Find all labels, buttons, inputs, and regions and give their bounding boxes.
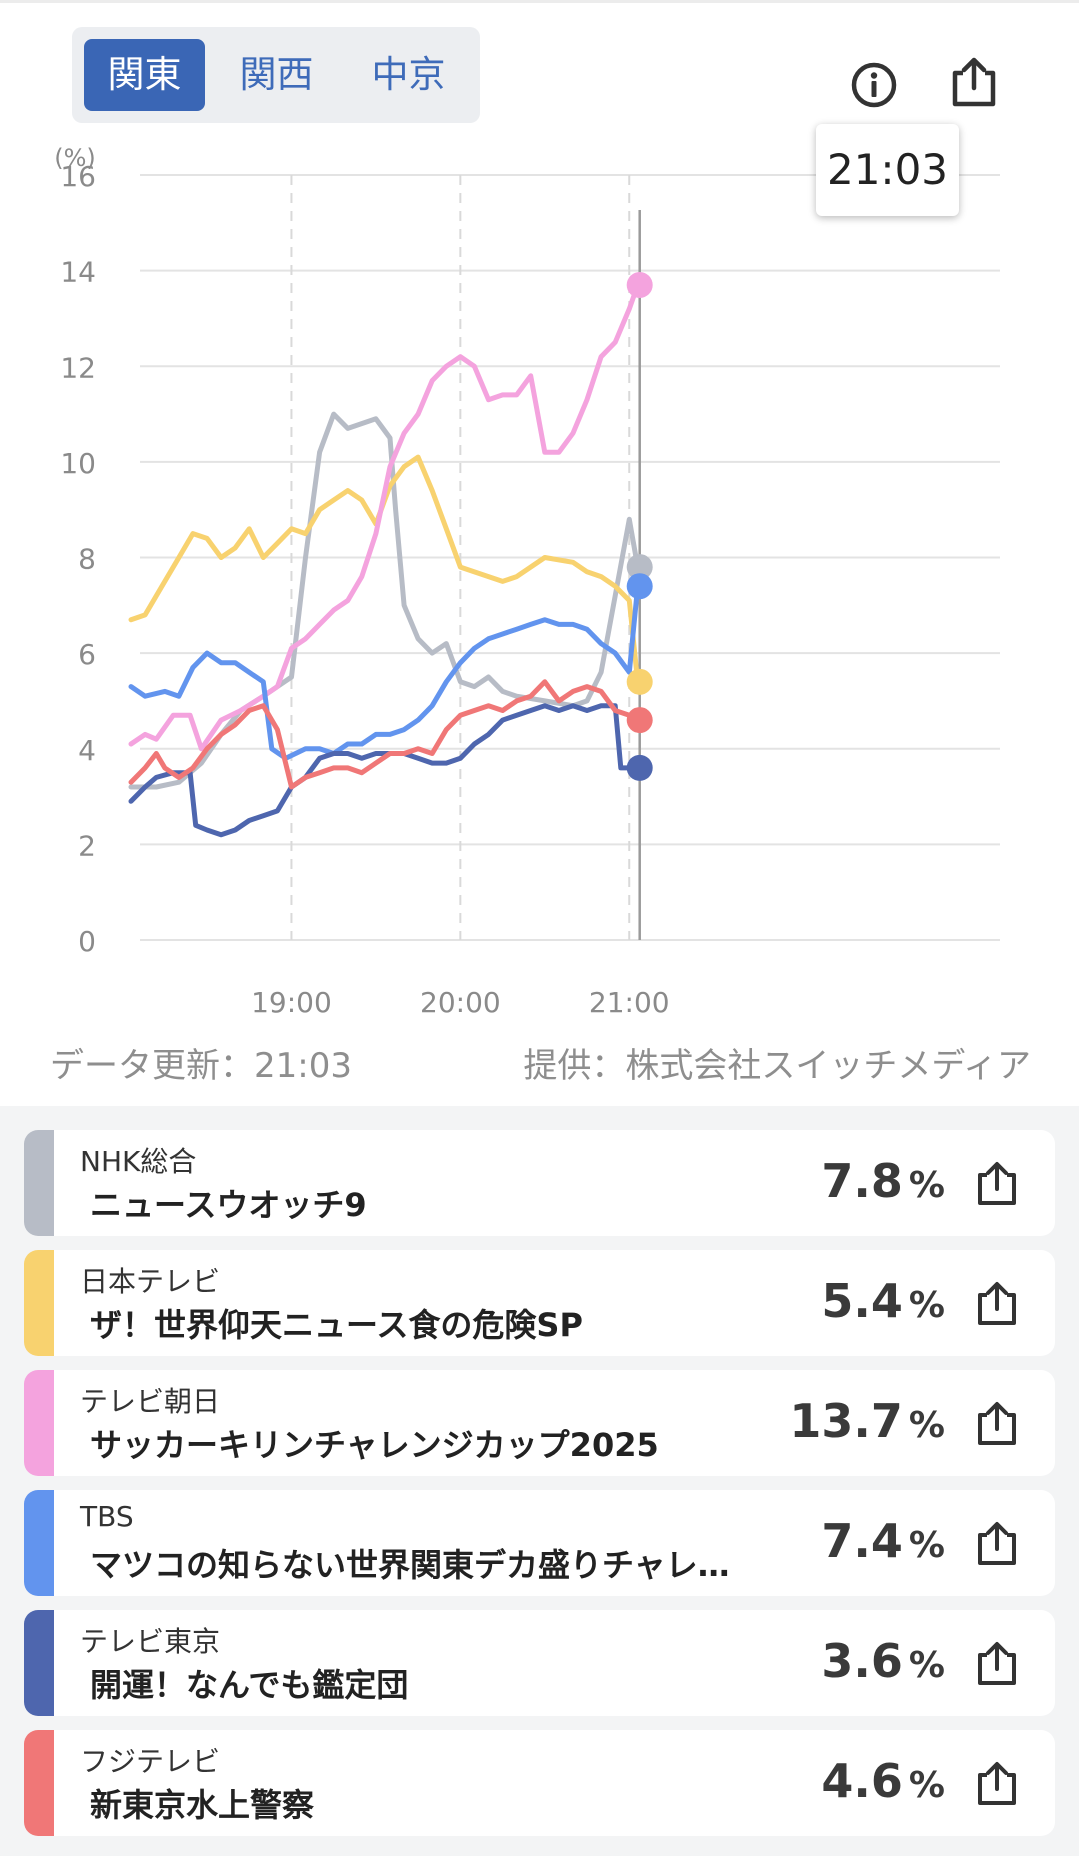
channel-name: TBS: [80, 1500, 134, 1533]
rating-value: 3.6%: [821, 1634, 945, 1688]
y-tick-label: 8: [78, 543, 96, 576]
series-endpoint-dot: [626, 668, 653, 695]
tab-chukyo[interactable]: 中京: [371, 53, 446, 96]
program-title: マツコの知らない世界関東デカ盛りチャレ…: [90, 1546, 730, 1584]
program-title: ザ！世界仰天ニュース食の危険SP: [90, 1306, 583, 1344]
data-update-time: データ更新：21:03: [50, 1046, 352, 1086]
series-line: [128, 679, 641, 790]
share-icon[interactable]: [947, 56, 1001, 110]
rating-unit: %: [908, 1285, 945, 1326]
top-divider: [0, 0, 1079, 3]
y-tick-label: 2: [78, 829, 96, 862]
y-axis-unit: (%): [54, 144, 96, 172]
series-endpoint-dot: [626, 754, 653, 781]
share-icon[interactable]: [973, 1760, 1021, 1808]
rating-unit: %: [908, 1165, 945, 1206]
program-title: ニュースウオッチ9: [90, 1186, 367, 1224]
program-title: サッカーキリンチャレンジカップ2025: [90, 1426, 659, 1464]
time-tooltip: 21:03: [816, 124, 959, 216]
info-icon[interactable]: [850, 61, 898, 109]
rating-number: 13.7: [789, 1394, 903, 1448]
series-endpoint-dot: [626, 554, 653, 581]
program-card[interactable]: TBS マツコの知らない世界関東デカ盛りチャレ… 7.4%: [24, 1490, 1055, 1596]
channel-color-bar: [24, 1730, 54, 1836]
program-card[interactable]: NHK総合ニュースウオッチ9 7.8%: [24, 1130, 1055, 1236]
program-card[interactable]: 日本テレビザ！世界仰天ニュース食の危険SP 5.4%: [24, 1250, 1055, 1356]
rating-number: 3.6: [821, 1634, 903, 1688]
program-list: NHK総合ニュースウオッチ9 7.8% 日本テレビザ！世界仰天ニュース食の危険SP 5…: [0, 1106, 1079, 1856]
share-icon[interactable]: [973, 1280, 1021, 1328]
rating-number: 7.8: [821, 1154, 903, 1208]
share-icon[interactable]: [973, 1640, 1021, 1688]
y-tick-label: 14: [60, 256, 96, 289]
channel-name: テレビ朝日: [80, 1385, 221, 1418]
x-tick-label: 20:00: [420, 986, 501, 1019]
y-tick-label: 12: [60, 351, 96, 384]
rating-value: 5.4%: [821, 1274, 945, 1328]
series-line: [128, 583, 641, 761]
rating-number: 7.4: [821, 1514, 903, 1568]
share-icon[interactable]: [973, 1520, 1021, 1568]
series-endpoint-dot: [626, 573, 653, 600]
program-card[interactable]: テレビ東京開運！なんでも鑑定団 3.6%: [24, 1610, 1055, 1716]
rating-number: 4.6: [821, 1754, 903, 1808]
rating-unit: %: [908, 1405, 945, 1446]
series-line: [128, 703, 641, 838]
rating-value: 7.8%: [821, 1154, 945, 1208]
data-provider: 提供：株式会社スイッチメディア: [523, 1046, 1031, 1086]
program-card[interactable]: フジテレビ新東京水上警察 4.6%: [24, 1730, 1055, 1836]
y-tick-label: 4: [78, 734, 96, 767]
rating-unit: %: [908, 1645, 945, 1686]
series-line: [128, 454, 641, 685]
y-tick-label: 0: [78, 925, 96, 958]
y-tick-label: 6: [78, 638, 96, 671]
rating-unit: %: [908, 1765, 945, 1806]
program-card[interactable]: テレビ朝日サッカーキリンチャレンジカップ2025 13.7%: [24, 1370, 1055, 1476]
series-line: [128, 411, 641, 790]
rating-value: 13.7%: [789, 1394, 945, 1448]
share-icon[interactable]: [973, 1400, 1021, 1448]
share-icon[interactable]: [973, 1160, 1021, 1208]
series-endpoint-dot: [626, 271, 653, 298]
rating-value: 7.4%: [821, 1514, 945, 1568]
y-tick-label: 10: [60, 447, 96, 480]
ratings-line-chart: 0 2 4 6 8 10 12 14 16(%) 19:00 20:00 21:00: [54, 144, 1000, 1019]
region-tabs: 関東 関西 中京: [72, 27, 480, 123]
series-endpoint-dot: [626, 707, 653, 734]
rating-value: 4.6%: [821, 1754, 945, 1808]
rating-number: 5.4: [821, 1274, 903, 1328]
channel-color-bar: [24, 1250, 54, 1356]
channel-color-bar: [24, 1130, 54, 1236]
tab-kanto[interactable]: 関東: [84, 39, 205, 111]
channel-color-bar: [24, 1610, 54, 1716]
series-line: [128, 282, 641, 752]
channel-name: フジテレビ: [80, 1745, 221, 1778]
program-title: 新東京水上警察: [90, 1786, 315, 1824]
y-tick-label: 16: [60, 160, 96, 193]
x-tick-label: 21:00: [589, 986, 670, 1019]
program-title: 開運！なんでも鑑定団: [90, 1666, 409, 1704]
channel-color-bar: [24, 1370, 54, 1476]
rating-unit: %: [908, 1525, 945, 1566]
x-tick-label: 19:00: [251, 986, 332, 1019]
channel-name: NHK総合: [80, 1145, 197, 1178]
channel-name: 日本テレビ: [80, 1265, 221, 1298]
channel-name: テレビ東京: [80, 1625, 221, 1658]
channel-color-bar: [24, 1490, 54, 1596]
tab-kansai[interactable]: 関西: [239, 53, 314, 96]
